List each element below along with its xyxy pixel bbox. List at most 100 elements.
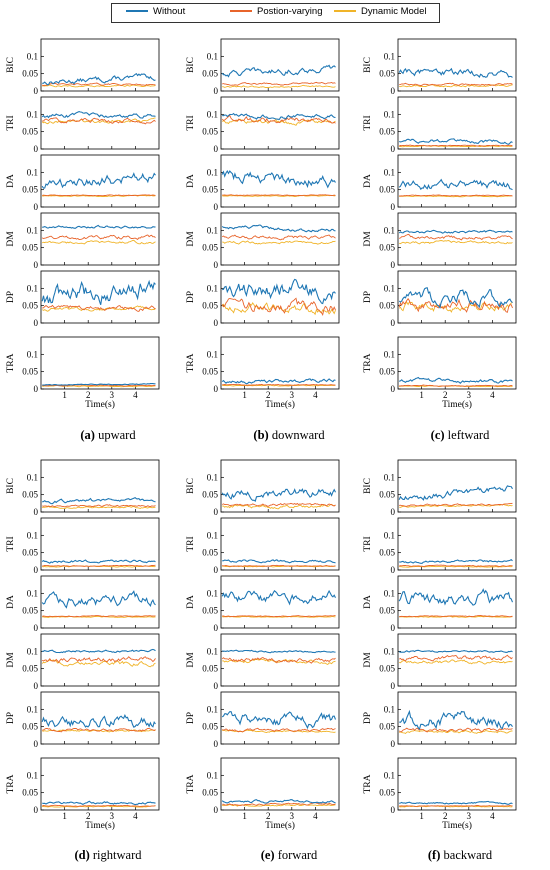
ytick-label-e-da-1: 0.05 — [202, 606, 218, 616]
series-dynamic-model-a-dm — [41, 239, 156, 245]
axes-e-bic — [220, 459, 340, 513]
ytick-label-b-da-2: 0.1 — [207, 167, 218, 177]
series-dynamic-model-a-bic — [42, 84, 156, 88]
ytick-label-e-bic-0: 0 — [214, 507, 219, 517]
ytick-label-f-da-2: 0.1 — [384, 588, 395, 598]
muscle-label-a-dp: DP — [6, 291, 16, 303]
series-without-e-da — [221, 589, 336, 606]
muscle-label-c-dm: DM — [363, 231, 373, 247]
ytick-label-b-tra-2: 0.1 — [207, 349, 218, 359]
muscle-label-f-tri: TRI — [363, 536, 373, 551]
series-without-f-tra — [399, 800, 513, 805]
ytick-label-f-tri-2: 0.1 — [384, 530, 395, 540]
ytick-label-f-dp-0: 0 — [391, 739, 396, 749]
series-dynamic-model-a-dp — [41, 305, 156, 312]
axes-f-bic — [397, 459, 517, 513]
series-position-varying-e-da — [222, 615, 336, 618]
ytick-label-e-bic-1: 0.05 — [202, 490, 218, 500]
ytick-label-e-bic-2: 0.1 — [207, 472, 218, 482]
ytick-label-f-dm-0: 0 — [391, 681, 396, 691]
ytick-label-c-dm-1: 0.05 — [379, 243, 395, 253]
ytick-label-e-da-0: 0 — [214, 623, 219, 633]
ytick-label-e-dp-0: 0 — [214, 739, 219, 749]
ytick-label-f-da-0: 0 — [391, 623, 396, 633]
ytick-label-f-dm-2: 0.1 — [384, 646, 395, 656]
ytick-label-a-tri-0: 0 — [34, 144, 39, 154]
ytick-label-a-dm-0: 0 — [34, 260, 39, 270]
ytick-label-e-tri-1: 0.05 — [202, 548, 218, 558]
ytick-label-a-tri-2: 0.1 — [27, 109, 38, 119]
series-without-e-tri — [222, 559, 336, 564]
ytick-label-a-tra-1: 0.05 — [22, 367, 38, 377]
series-dynamic-model-d-da — [42, 615, 156, 618]
ytick-label-e-tra-1: 0.05 — [202, 788, 218, 798]
ytick-label-a-da-2: 0.1 — [27, 167, 38, 177]
series-without-f-dp — [399, 709, 513, 731]
series-dynamic-model-b-tra — [222, 384, 336, 387]
ytick-label-c-tri-0: 0 — [391, 144, 396, 154]
series-without-d-tra — [42, 800, 156, 806]
xtick-label-b-0: 1 — [242, 390, 247, 400]
series-without-b-dp — [222, 278, 336, 305]
ytick-label-a-da-0: 0 — [34, 202, 39, 212]
series-position-varying-b-da — [222, 194, 336, 197]
muscle-label-b-dp: DP — [186, 291, 196, 303]
series-without-f-bic — [398, 485, 513, 501]
ytick-label-f-bic-0: 0 — [391, 507, 396, 517]
series-position-varying-f-bic — [399, 502, 513, 507]
ytick-label-c-tri-1: 0.05 — [379, 127, 395, 137]
series-position-varying-d-tri — [42, 564, 156, 567]
xtick-label-e-1: 2 — [266, 811, 271, 821]
ytick-label-f-tra-2: 0.1 — [384, 770, 395, 780]
ytick-label-d-tra-1: 0.05 — [22, 788, 38, 798]
xtick-label-f-1: 2 — [443, 811, 448, 821]
axes-f-dp — [397, 691, 517, 745]
series-position-varying-a-tri — [42, 117, 156, 125]
series-without-d-dm — [42, 648, 156, 654]
muscle-label-e-dm: DM — [186, 652, 196, 668]
series-position-varying-e-dm — [221, 656, 336, 664]
ytick-label-a-bic-0: 0 — [34, 86, 39, 96]
ytick-label-c-da-2: 0.1 — [384, 167, 395, 177]
ytick-label-c-bic-2: 0.1 — [384, 51, 395, 61]
series-without-b-bic — [221, 64, 336, 78]
ytick-label-f-tri-1: 0.05 — [379, 548, 395, 558]
xlabel-a: Time(s) — [85, 399, 115, 410]
series-dynamic-model-f-dm — [399, 659, 513, 665]
series-position-varying-a-da — [42, 194, 156, 197]
series-without-a-bic — [42, 72, 156, 86]
axes-f-dm — [397, 633, 517, 687]
axes-b-tri — [220, 96, 340, 150]
series-without-c-tra — [398, 376, 513, 384]
series-without-c-tri — [399, 138, 513, 145]
xtick-label-c-2: 3 — [467, 390, 472, 400]
series-without-f-dm — [399, 649, 513, 653]
axes-c-bic — [397, 38, 517, 92]
axes-b-bic — [220, 38, 340, 92]
series-dynamic-model-c-dp — [398, 301, 513, 313]
series-without-d-bic — [42, 496, 156, 505]
ytick-label-c-dp-0: 0 — [391, 318, 396, 328]
series-position-varying-c-dp — [398, 297, 513, 313]
ytick-label-a-dm-1: 0.05 — [22, 243, 38, 253]
series-position-varying-e-tra — [222, 802, 336, 806]
series-dynamic-model-c-bic — [399, 84, 513, 88]
muscle-label-b-bic: BIC — [186, 57, 196, 73]
xtick-label-b-3: 4 — [313, 390, 318, 400]
xtick-label-f-0: 1 — [419, 811, 424, 821]
series-without-c-dp — [398, 287, 513, 309]
muscle-label-b-dm: DM — [186, 231, 196, 247]
ytick-label-b-bic-0: 0 — [214, 86, 219, 96]
series-without-e-dm — [222, 649, 336, 654]
ytick-label-c-da-0: 0 — [391, 202, 396, 212]
muscle-label-f-da: DA — [363, 595, 373, 609]
muscle-label-c-da: DA — [363, 174, 373, 188]
ytick-label-a-dm-2: 0.1 — [27, 225, 38, 235]
ytick-label-d-da-1: 0.05 — [22, 606, 38, 616]
axes-e-da — [220, 575, 340, 629]
xtick-label-a-2: 3 — [110, 390, 115, 400]
legend: Without Postion-varying Dynamic Model — [111, 3, 440, 23]
muscle-label-f-bic: BIC — [363, 478, 373, 494]
xtick-label-f-3: 4 — [490, 811, 495, 821]
series-without-d-tri — [41, 559, 156, 564]
